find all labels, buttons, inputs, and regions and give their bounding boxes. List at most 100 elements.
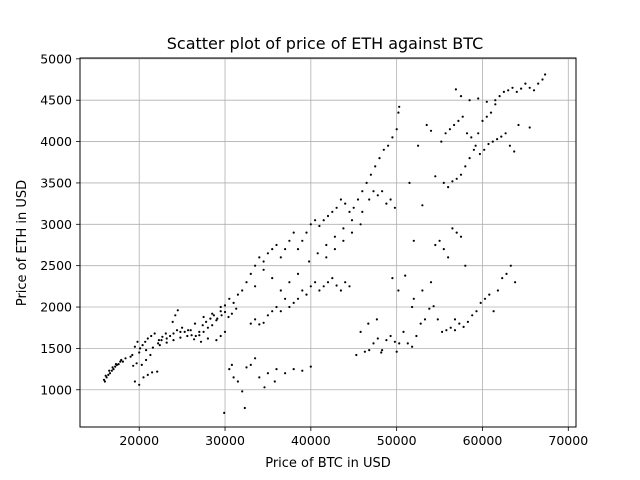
data-point bbox=[292, 231, 295, 234]
data-point bbox=[193, 322, 197, 325]
data-point bbox=[398, 342, 401, 345]
data-point bbox=[423, 318, 427, 321]
data-point bbox=[483, 148, 486, 151]
data-point bbox=[445, 329, 448, 332]
data-point bbox=[266, 372, 269, 375]
data-point bbox=[228, 297, 231, 300]
data-point bbox=[254, 357, 257, 360]
data-point bbox=[428, 307, 431, 310]
data-point bbox=[171, 320, 174, 323]
data-point bbox=[344, 281, 347, 284]
data-point bbox=[144, 340, 147, 343]
data-point bbox=[479, 301, 482, 304]
data-point bbox=[511, 86, 514, 89]
data-point bbox=[408, 181, 411, 184]
data-point bbox=[181, 326, 184, 329]
data-point bbox=[453, 329, 457, 332]
data-point bbox=[339, 198, 342, 201]
data-point bbox=[202, 315, 205, 319]
data-point bbox=[411, 345, 414, 348]
data-point bbox=[301, 369, 304, 372]
x-tick-label: 20000 bbox=[119, 433, 159, 448]
data-point bbox=[107, 373, 110, 376]
data-point bbox=[425, 123, 428, 127]
gridlines bbox=[80, 58, 576, 427]
data-point bbox=[227, 315, 230, 319]
x-tick-label: 40000 bbox=[291, 433, 331, 448]
data-point bbox=[262, 260, 265, 263]
data-point bbox=[457, 119, 460, 122]
data-point bbox=[189, 329, 192, 332]
data-point bbox=[161, 335, 164, 338]
data-point bbox=[520, 87, 523, 90]
data-point bbox=[524, 82, 527, 85]
data-point bbox=[314, 219, 317, 222]
data-point bbox=[216, 317, 219, 320]
data-point bbox=[532, 89, 536, 92]
data-point bbox=[288, 305, 291, 309]
data-point bbox=[459, 173, 463, 176]
data-point bbox=[462, 325, 465, 328]
data-point bbox=[491, 140, 494, 143]
data-point bbox=[186, 334, 189, 338]
data-point bbox=[470, 136, 473, 139]
data-point bbox=[232, 376, 235, 379]
data-point bbox=[451, 227, 454, 230]
data-point bbox=[219, 334, 222, 338]
data-point bbox=[333, 235, 336, 238]
data-point bbox=[157, 339, 160, 342]
data-point bbox=[223, 411, 226, 414]
data-point bbox=[149, 353, 152, 357]
data-point bbox=[513, 150, 516, 153]
data-point bbox=[249, 322, 252, 325]
data-point bbox=[151, 371, 154, 374]
data-point bbox=[325, 256, 328, 259]
data-point bbox=[434, 175, 437, 178]
data-point bbox=[455, 177, 458, 180]
data-point bbox=[305, 231, 308, 234]
data-point bbox=[164, 332, 167, 335]
data-point bbox=[477, 132, 480, 135]
data-point bbox=[335, 284, 338, 287]
data-point bbox=[157, 342, 160, 345]
y-tick-label: 1500 bbox=[40, 341, 72, 356]
data-point bbox=[348, 285, 351, 288]
data-point bbox=[441, 330, 444, 333]
data-point bbox=[368, 198, 371, 201]
data-point bbox=[528, 126, 531, 129]
data-point bbox=[314, 281, 317, 284]
data-point bbox=[146, 337, 149, 340]
data-point bbox=[442, 181, 445, 184]
data-point bbox=[412, 239, 415, 242]
data-point bbox=[183, 330, 186, 333]
data-point bbox=[447, 256, 450, 259]
data-point bbox=[356, 198, 360, 201]
data-point bbox=[508, 144, 511, 147]
data-point bbox=[273, 380, 276, 383]
data-point bbox=[212, 314, 215, 317]
data-point bbox=[209, 317, 212, 320]
data-point bbox=[165, 341, 168, 344]
data-point bbox=[461, 115, 464, 118]
data-point bbox=[223, 304, 227, 307]
data-point bbox=[517, 123, 520, 127]
data-point bbox=[254, 264, 257, 267]
data-point bbox=[378, 157, 381, 160]
data-point bbox=[318, 224, 321, 228]
data-point bbox=[296, 297, 300, 300]
data-point bbox=[284, 372, 287, 375]
data-point bbox=[494, 99, 497, 102]
x-tick-label: 50000 bbox=[377, 433, 417, 448]
data-point bbox=[464, 165, 467, 168]
data-point bbox=[254, 318, 257, 321]
data-point bbox=[417, 144, 420, 147]
data-point bbox=[172, 339, 175, 342]
data-point bbox=[236, 293, 239, 296]
data-point bbox=[459, 95, 463, 98]
data-point bbox=[458, 322, 461, 325]
data-point bbox=[138, 351, 141, 354]
data-point bbox=[292, 368, 295, 371]
data-point bbox=[382, 148, 385, 151]
data-point bbox=[136, 340, 139, 343]
